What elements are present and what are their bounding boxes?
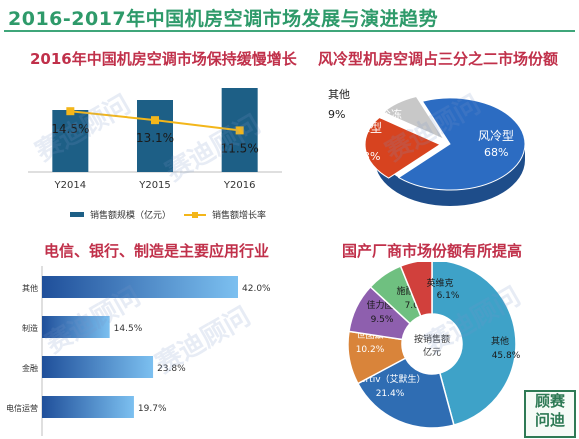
chart2-extra-label: 冷冻 [380,107,402,121]
chart4-title: 国产厂商市场份额有所提高 [342,242,523,260]
chart1-bar [137,100,173,172]
chart2-slice-label: 水型 [358,121,382,135]
chart3-value-label: 14.5% [114,324,143,334]
chart4-slice-value: 45.8% [492,351,521,361]
chart4-center-label: 亿元 [423,346,441,358]
chart1-legend-label: 销售额增长率 [212,209,266,221]
chart1-x-tick: Y2014 [54,180,87,191]
chart1-legend-swatch-bar [70,212,84,217]
chart3-title: 电信、银行、制造是主要应用行业 [44,242,270,260]
brand-logo: 顾赛 问迪 [524,390,576,438]
chart1-title: 2016年中国机房空调市场保持缓慢增长 [30,50,297,68]
chart2-slice-label: 其他 [328,88,350,101]
chart1-growth-point [151,116,159,125]
chart3-y-tick: 其他 [22,283,38,293]
chart1-data-label: 11.5% [221,141,259,155]
page-title: 2016-2017年中国机房空调市场发展与演进趋势 [8,8,439,30]
chart4-slice-value: 10.2% [356,345,385,355]
chart4-donut-hole [403,315,461,373]
chart3-value-label: 19.7% [138,404,167,414]
chart2-slice [382,95,446,141]
chart4-slice-value: 9.5% [371,315,394,325]
chart3-bar [42,396,134,418]
chart3-bar [42,276,238,298]
chart1-growth-point [66,107,75,116]
chart2-slice-value: 9% [328,108,345,121]
chart2-slice [364,116,442,179]
chart2-pie-side [375,144,525,206]
chart2-title: 风冷型机房空调占三分之二市场份额 [318,50,559,68]
chart4-slice-label: 其他 [491,335,509,347]
chart1-data-label: 14.5% [51,122,89,136]
chart3-bar [42,356,154,378]
chart1-legend-label: 销售额规模（亿元） [90,209,171,221]
chart1-x-tick: Y2016 [223,180,256,191]
chart3-bar [42,316,110,338]
chart1-data-label: 13.1% [136,131,174,145]
chart4-slice-label: 英维克 [426,277,453,289]
chart2-slice-value: 23% [356,150,380,163]
title-divider [4,30,575,32]
chart1-legend-swatch-marker [192,212,198,218]
chart3-y-tick: 电信运营 [6,403,38,413]
chart3-value-label: 42.0% [242,284,271,294]
logo-line: 顾赛 [534,392,565,410]
chart2-slice-value: 68% [484,146,508,159]
chart4-center-label: 按销售额 [414,333,450,345]
chart4-slice [356,357,455,429]
chart4-svg: 其他45.8%Vertiv（艾默生）21.4%世图兹10.2%佳力图9.5%施耐… [347,262,521,429]
chart2-svg: 风冷型 68% 水型 23% 冷冻 其他 9% [328,88,526,206]
chart4-slice-value: 6.1% [437,291,460,301]
chart4-slice [399,262,433,318]
chart1-svg: Y2014 Y2015 Y2016 14.5% 13.1% 11.5% 销售额规模（亿元） 销… [28,88,282,221]
chart2-slice [397,97,526,191]
chart1-growth-point [235,126,244,135]
logo-line: 问迪 [534,411,565,429]
chart3-value-label: 23.8% [157,364,186,374]
chart4-slice [431,262,517,427]
chart3-y-tick: 制造 [22,323,38,333]
chart4-slice-value: 21.4% [376,389,405,399]
chart2-slice-label: 风冷型 [478,129,514,143]
chart1-x-tick: Y2015 [138,180,171,191]
chart3-y-tick: 金融 [22,363,38,373]
chart3-svg: 其他 42.0% 制造 14.5% 金融 23.8% 电信运营 19.7% [6,266,271,436]
chart1-bar [52,110,89,172]
